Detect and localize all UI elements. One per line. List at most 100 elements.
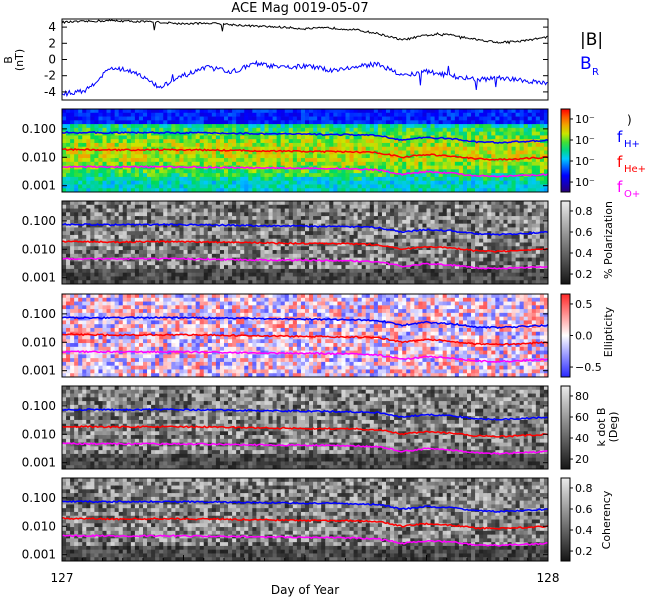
heat-cell [431,231,435,235]
heat-cell [204,117,208,121]
heat-cell [346,269,350,273]
heat-cell [463,227,467,231]
heat-cell [431,158,435,162]
heat-cell [285,162,289,166]
heat-cell [386,132,390,136]
heat-cell [386,166,390,170]
heat-cell [341,254,345,258]
heat-cell [435,265,439,269]
heat-cell [94,169,98,173]
heat-cell [325,265,329,269]
heat-cell [524,120,528,124]
heat-cell [285,113,289,117]
heat-cell [184,139,188,143]
heat-cell [204,227,208,231]
heat-cell [427,231,431,235]
heat-cell [188,143,192,147]
heat-cell [341,269,345,273]
heat-cell [479,177,483,181]
heat-cell [358,117,362,121]
heat-cell [427,265,431,269]
heat-cell [337,147,341,151]
heat-cell [297,162,301,166]
heat-cell [358,216,362,220]
heat-cell [98,227,102,231]
heat-cell [171,117,175,121]
colorbar-tick-label: 10⁻ [575,134,595,147]
heat-cell [305,239,309,243]
heat-cell [301,117,305,121]
heat-cell [228,162,232,166]
heat-cell [512,135,516,139]
heat-cell [171,128,175,132]
heat-cell [390,265,394,269]
heat-cell [317,209,321,213]
heat-cell [362,246,366,250]
heat-cell [329,254,333,258]
heat-cell [410,124,414,128]
heat-cell [301,124,305,128]
heat-cell [309,173,313,177]
heat-cell [123,220,127,224]
heat-cell [107,154,111,158]
heat-cell [337,250,341,254]
heat-cell [439,143,443,147]
heat-cell [414,201,418,205]
heat-cell [418,151,422,155]
heat-cell [451,212,455,216]
heat-cell [62,212,66,216]
heat-cell [143,231,147,235]
heat-cell [431,184,435,188]
heat-cell [220,205,224,209]
heat-cell [390,224,394,228]
heat-cell [439,109,443,113]
heat-cell [309,273,313,277]
heat-cell [119,235,123,239]
heat-cell [131,113,135,117]
heat-cell [256,216,260,220]
heat-cell [499,147,503,151]
heat-cell [305,109,309,113]
heat-cell [62,139,66,143]
heat-cell [362,113,366,117]
heat-cell [370,158,374,162]
heat-cell [386,120,390,124]
heat-cell [337,205,341,209]
heat-cell [370,246,374,250]
heat-cell [520,135,524,139]
heat-cell [443,109,447,113]
heat-cell [155,216,159,220]
heat-cell [524,162,528,166]
heat-cell [90,143,94,147]
heat-cell [321,265,325,269]
heat-cell [305,209,309,213]
heat-cell [321,135,325,139]
heat-cell [333,265,337,269]
heat-cell [232,273,236,277]
heat-cell [265,143,269,147]
heat-cell [382,231,386,235]
heat-cell [78,169,82,173]
heat-cell [151,151,155,155]
heat-cell [98,231,102,235]
heat-cell [414,158,418,162]
heat-cell [244,273,248,277]
heat-cell [244,212,248,216]
heat-cell [418,243,422,247]
heat-cell [317,109,321,113]
heat-cell [350,227,354,231]
heat-cell [171,273,175,277]
heat-cell [179,143,183,147]
heat-cell [78,139,82,143]
heat-cell [366,201,370,205]
heat-cell [115,209,119,213]
heat-cell [390,147,394,151]
heat-cell [98,273,102,277]
heat-cell [439,239,443,243]
heat-cell [159,162,163,166]
heat-cell [378,147,382,151]
heat-cell [386,124,390,128]
heat-cell [455,113,459,117]
heat-cell [248,143,252,147]
